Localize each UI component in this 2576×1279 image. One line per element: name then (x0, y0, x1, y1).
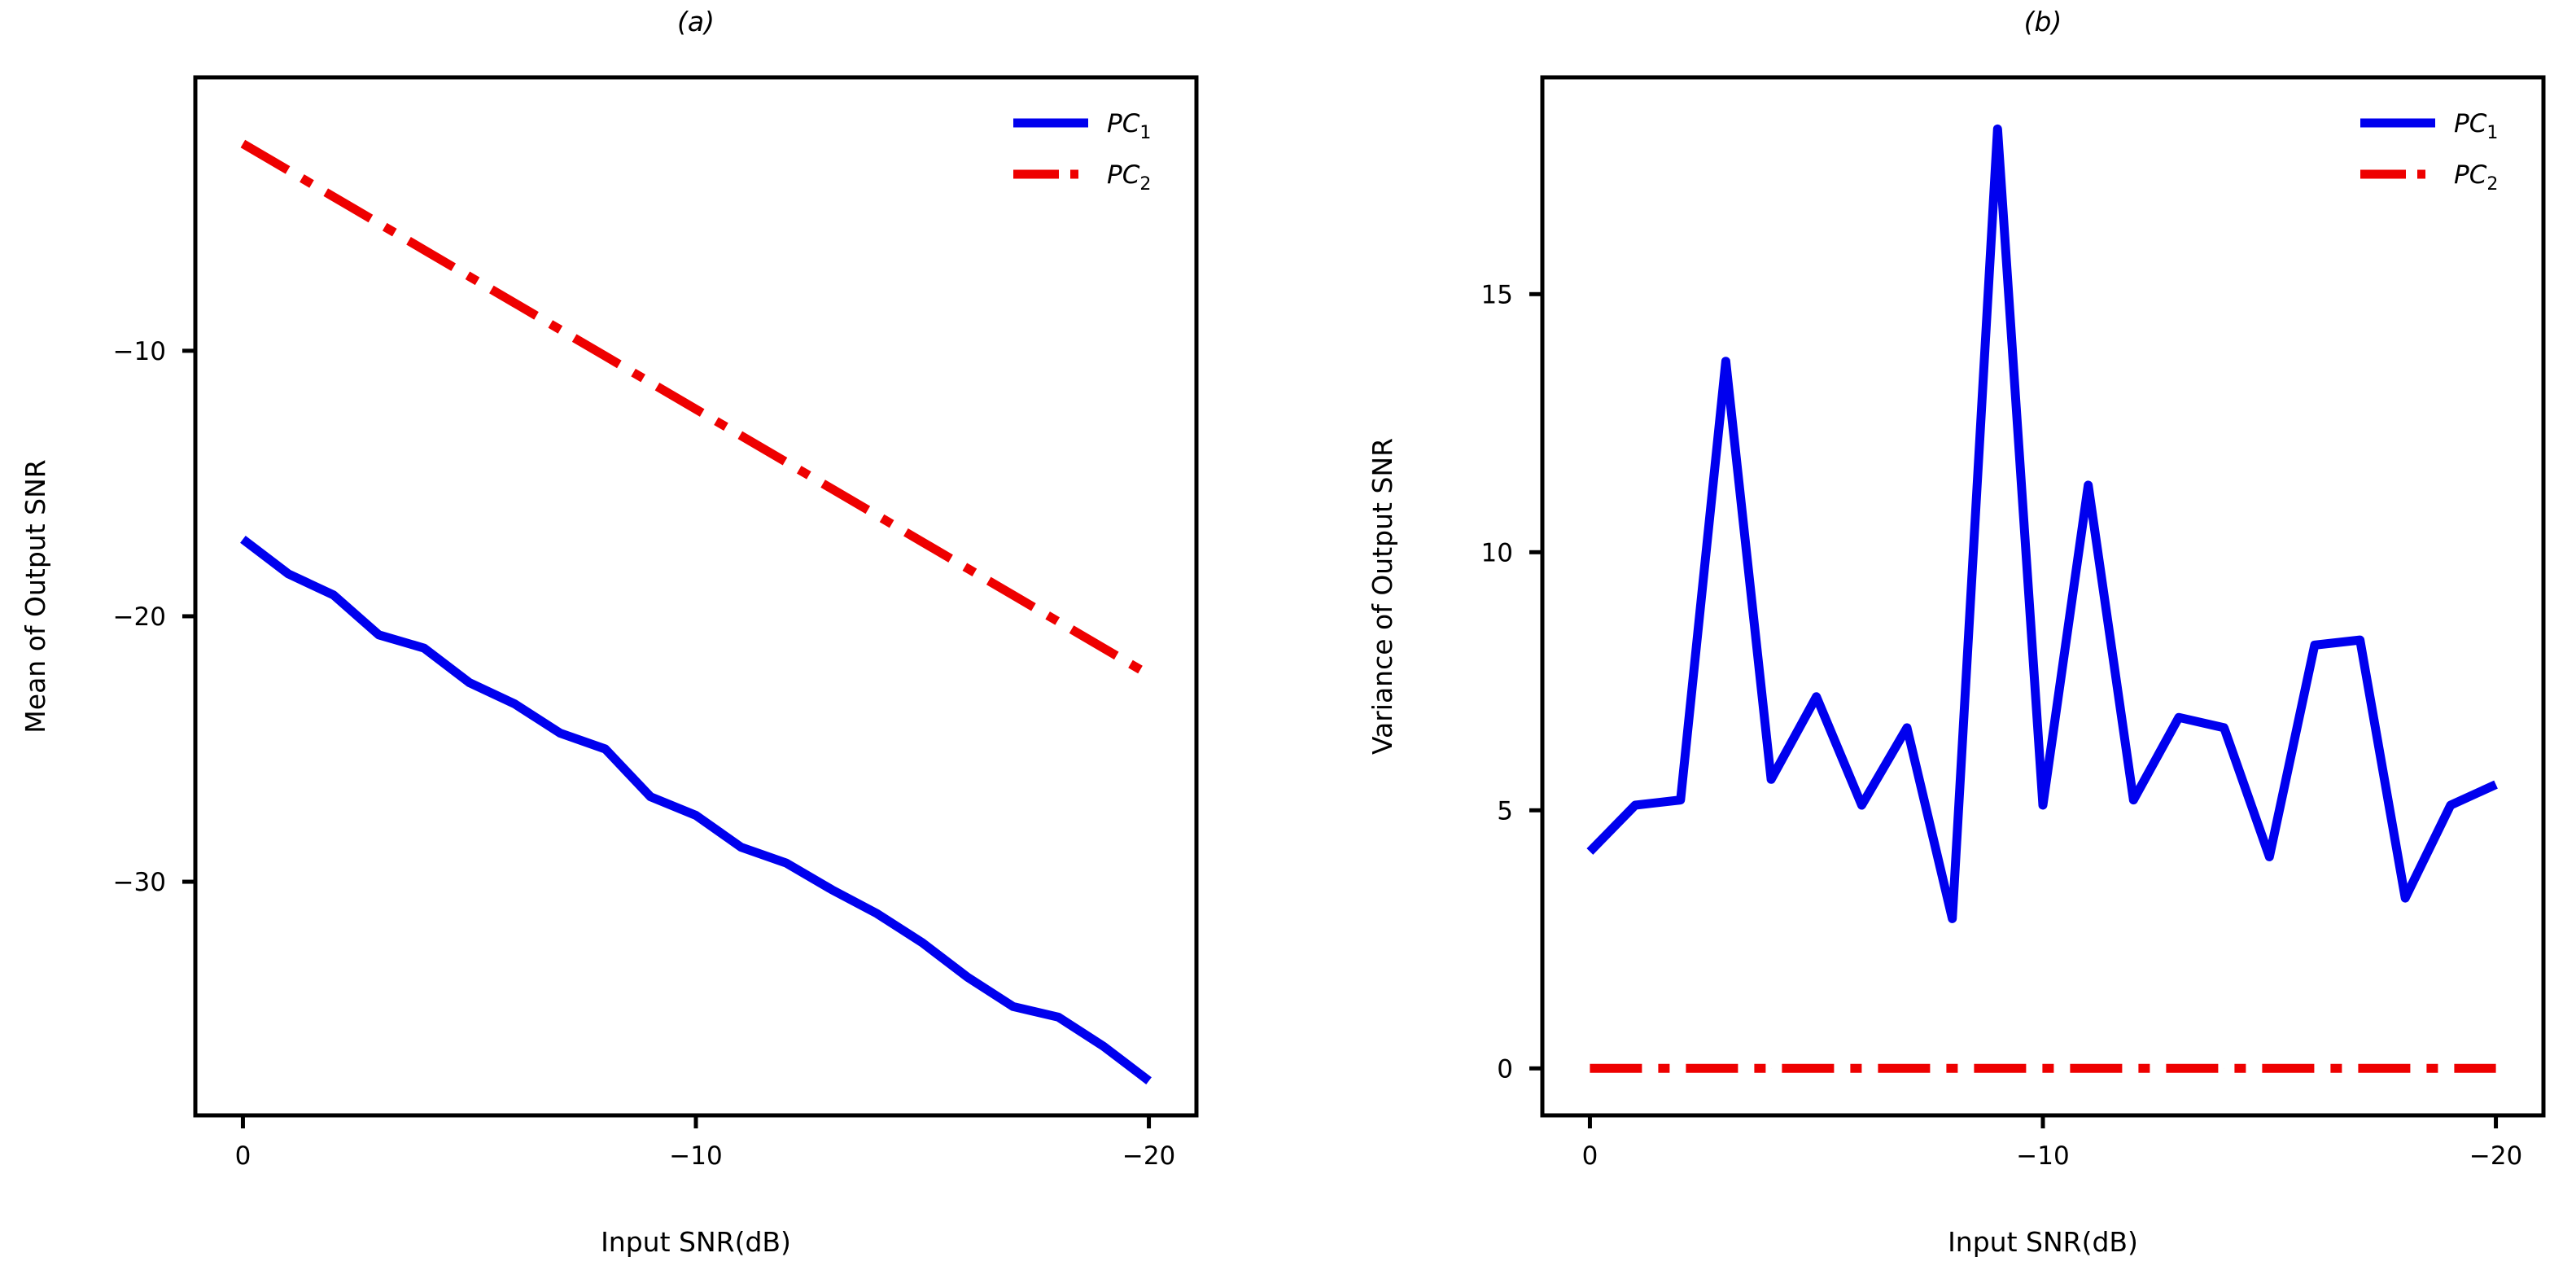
y-tick-label: −20 (113, 602, 166, 632)
x-tick-label: 0 (235, 1141, 251, 1171)
x-tick-label: −10 (669, 1141, 722, 1171)
axes-frame (193, 75, 1199, 1118)
y-tick-label: −30 (113, 868, 166, 897)
y-tick-label: 0 (1497, 1054, 1513, 1084)
x-axis-label: Input SNR(dB) (601, 1226, 791, 1258)
panel-b: (b) 0 −10 −20 0 5 10 15 Input SNR(dB) Variance of… (1367, 6, 2546, 1258)
y-axis-label: Variance of Output SNR (1367, 438, 1398, 755)
legend: PC1 PC2 (1013, 109, 1151, 195)
series-pc1-line (240, 536, 1152, 1084)
x-tick-label: −10 (2016, 1141, 2069, 1171)
legend-label-pc2: PC2 (2454, 160, 2498, 195)
x-tick-label: −20 (1122, 1141, 1175, 1171)
legend: PC1 PC2 (2360, 109, 2498, 195)
x-tick-label: −20 (2469, 1141, 2522, 1171)
x-axis-label: Input SNR(dB) (1948, 1226, 2138, 1258)
y-tick-label: 15 (1481, 280, 1513, 309)
y-tick-label: 10 (1481, 538, 1513, 567)
panel-title: (b) (2024, 6, 2062, 37)
legend-label-pc2: PC2 (1107, 160, 1151, 195)
y-tick-label: 5 (1497, 796, 1513, 826)
x-tick-label: 0 (1582, 1141, 1599, 1171)
legend-label-pc1: PC1 (1107, 109, 1151, 143)
panel-a: (a) 0 −10 −20 −10 −20 −30 Input SNR(dB) Mean of … (20, 6, 1199, 1258)
panel-title: (a) (677, 6, 715, 37)
y-tick-label: −10 (113, 337, 166, 366)
y-axis-label: Mean of Output SNR (20, 459, 51, 733)
series-pc1-line (1586, 124, 2498, 923)
axes-frame (1540, 75, 2546, 1118)
legend-label-pc1: PC1 (2454, 109, 2498, 143)
